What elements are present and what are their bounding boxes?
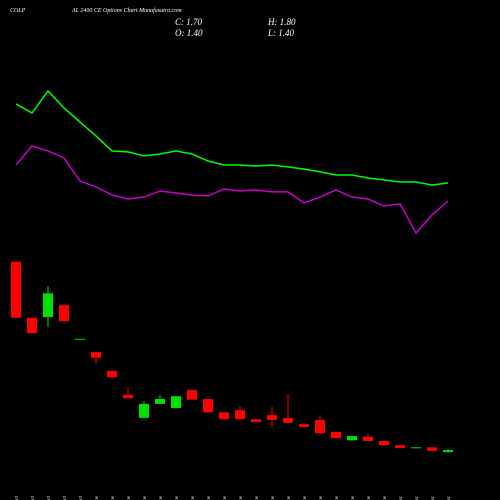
x-tick-label: 07 Nov — [143, 495, 148, 500]
candle-body — [187, 389, 197, 400]
x-tick-label: 27 Nov — [367, 495, 372, 500]
ma-line — [15, 89, 449, 186]
high-text: H: 1.80 — [267, 17, 296, 27]
candle-body — [123, 394, 133, 399]
x-tick-label: 31 Oct — [79, 495, 84, 500]
candle-body — [75, 338, 85, 340]
close-text: C: 1.70 — [175, 17, 203, 27]
open-text: O: 1.40 — [175, 28, 203, 38]
x-tick-label: 04 Nov — [111, 495, 116, 500]
x-tick-label: 02 Dec — [415, 495, 420, 500]
candle-body — [283, 417, 293, 423]
candle-body — [427, 447, 437, 451]
candle-body — [139, 403, 149, 418]
x-tick-label: 21 Nov — [303, 495, 308, 500]
candle-body — [347, 436, 357, 441]
candle-body — [203, 399, 213, 413]
candle-body — [315, 420, 325, 434]
x-tick-label: 10 Nov — [159, 495, 164, 500]
candle-body — [395, 445, 405, 448]
x-tick-label: 13 Nov — [207, 495, 212, 500]
x-tick-label: 11 Nov — [175, 495, 180, 500]
candle-body — [219, 412, 229, 420]
candle-body — [171, 396, 181, 409]
x-tick-label: 25 Nov — [335, 495, 340, 500]
x-tick-label: 30 Oct — [63, 495, 68, 500]
x-tick-label: 27 Oct — [15, 495, 20, 500]
x-tick-label: 04 Dec — [447, 495, 452, 500]
x-tick-label: 01 Dec — [399, 495, 404, 500]
ma-line — [15, 145, 449, 235]
candle-body — [267, 415, 277, 420]
x-tick-label: 29 Oct — [47, 495, 52, 500]
candle-body — [107, 371, 117, 378]
x-tick-label: 03 Nov — [95, 495, 100, 500]
candle-body — [11, 261, 21, 318]
low-text: L: 1.40 — [267, 28, 295, 38]
x-tick-label: 03 Dec — [431, 495, 436, 500]
chart-title: COLP — [10, 8, 26, 14]
x-tick-label: 28 Oct — [31, 495, 36, 500]
x-tick-label: 18 Nov — [255, 495, 260, 500]
x-tick-label: 28 Nov — [383, 495, 388, 500]
x-tick-label: 17 Nov — [239, 495, 244, 500]
candle-body — [331, 431, 341, 439]
candle-body — [155, 399, 165, 404]
candle-body — [411, 447, 421, 449]
x-tick-label: 20 Nov — [287, 495, 292, 500]
candle-body — [91, 352, 101, 358]
candle-body — [379, 441, 389, 446]
x-tick-label: 12 Nov — [191, 495, 196, 500]
x-tick-label: 14 Nov — [223, 495, 228, 500]
x-tick-label: 19 Nov — [271, 495, 276, 500]
x-tick-label: 26 Nov — [351, 495, 356, 500]
candle-body — [235, 410, 245, 420]
x-tick-label: 24 Nov — [319, 495, 324, 500]
chart-subtitle: AL 2400 CE Options Chart Munafasutra.com — [71, 7, 182, 14]
candle-body — [299, 424, 309, 427]
candle-body — [443, 450, 453, 453]
candle-body — [251, 419, 261, 423]
x-tick-label: 06 Nov — [127, 495, 132, 500]
candle-body — [59, 305, 69, 322]
candle-body — [363, 436, 373, 441]
candle-body — [43, 293, 53, 318]
candle-body — [27, 317, 37, 334]
